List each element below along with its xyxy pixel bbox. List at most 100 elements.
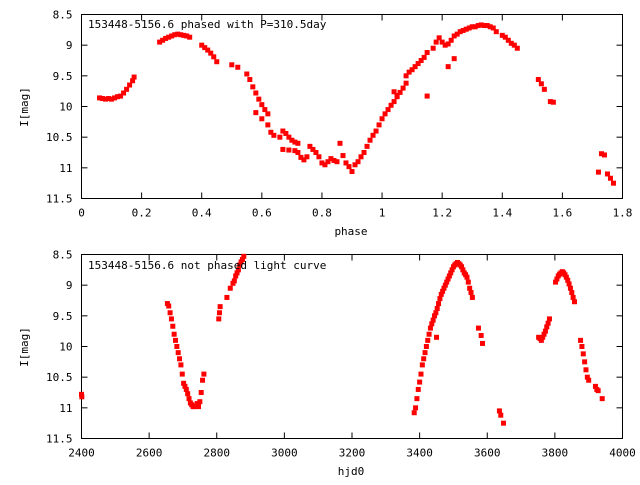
phased-data-point (334, 159, 340, 165)
phased-data-point (163, 35, 169, 41)
unphased-data-point (201, 371, 207, 377)
phased-data-point (472, 24, 478, 30)
unphased-data-point (459, 264, 465, 270)
phased-data-point (301, 157, 307, 163)
unphased-data-point (430, 317, 436, 323)
unphased-data-point (460, 267, 466, 273)
unphased-data-point (429, 321, 435, 327)
phased-data-point (259, 102, 265, 108)
phased-data-point (286, 134, 292, 140)
phased-data-point (493, 29, 499, 35)
unphased-data-point (449, 267, 455, 273)
phased-data-point (439, 39, 445, 45)
unphased-data-point (475, 325, 481, 331)
phased-data-point (280, 128, 286, 134)
unphased-data-point (582, 359, 588, 365)
phased-x-tick-label: 1.8 (613, 207, 633, 220)
phased-data-point (595, 169, 601, 175)
unphased-data-point (166, 303, 172, 309)
phased-data-point (205, 47, 211, 53)
phased-x-tick-label: 0.4 (192, 207, 212, 220)
phased-x-tick-label: 0 (78, 207, 85, 220)
unphased-data-point (168, 316, 174, 322)
phased-data-point (319, 160, 325, 166)
phased-data-point (424, 93, 430, 99)
unphased-data-point (234, 270, 240, 276)
unphased-data-point (583, 367, 589, 373)
phased-data-point (166, 34, 172, 40)
phased-x-tick-label: 0.6 (252, 207, 272, 220)
phased-data-point (253, 90, 259, 96)
phased-data-point (415, 61, 421, 67)
phased-data-point (430, 45, 436, 51)
unphased-data-point (411, 410, 417, 416)
unphased-data-point (496, 408, 502, 414)
phased-data-point (457, 29, 463, 35)
phased-data-point (601, 152, 607, 158)
phased-light-curve-panel: 0 0.2 0.4 0.6 0.8 1 1.2 1.4 1.6 1.8 8.5 9 9.5 10 10.5 1… (18, 9, 632, 239)
phased-data-point (310, 146, 316, 152)
unphased-data-point (423, 344, 429, 349)
phased-data-point (160, 37, 166, 43)
phased-data-point (436, 35, 442, 41)
unphased-data-point (426, 331, 432, 337)
phased-data-point (547, 99, 553, 105)
phased-data-point (475, 23, 481, 29)
phased-data-point (229, 62, 235, 68)
phased-data-point (112, 95, 118, 101)
unphased-data-point (233, 273, 239, 279)
phased-data-point (199, 42, 205, 48)
unphased-data-point (175, 350, 181, 356)
unphased-data-point (554, 276, 560, 282)
unphased-data-point (194, 401, 200, 407)
unphased-data-point (570, 294, 576, 300)
phased-data-point (388, 102, 394, 108)
unphased-data-point (448, 270, 454, 276)
phased-data-point (460, 27, 466, 33)
phased-data-point (271, 132, 277, 138)
phased-data-point (397, 89, 403, 95)
unphased-data-point (182, 383, 188, 389)
unphased-data-point (566, 281, 572, 287)
unphased-data-point (79, 394, 85, 400)
phased-data-point (364, 143, 370, 149)
phased-data-point (469, 24, 475, 30)
phased-data-point (385, 107, 391, 113)
phased-data-point (262, 107, 268, 113)
unphased-chart-title: 153448-5156.6 not phased light curve (88, 259, 326, 272)
unphased-y-tick-label: 9 (66, 279, 73, 292)
phased-data-point (403, 80, 409, 86)
unphased-light-curve-panel: 2400 2600 2800 3000 3200 3400 3600 3800 4000 8.5 9… (18, 249, 636, 479)
phased-data-point (97, 95, 103, 101)
unphased-data-point (417, 379, 423, 385)
phased-data-point (466, 25, 472, 31)
phased-data-point (178, 32, 184, 38)
unphased-x-tick-label: 2600 (136, 447, 163, 460)
phased-y-tick-label: 8.5 (53, 9, 73, 22)
phased-data-point (235, 64, 241, 70)
unphased-data-point (421, 356, 427, 362)
unphased-data-point (171, 331, 177, 337)
phased-data-point (295, 140, 301, 146)
phased-data-point (328, 156, 334, 162)
phased-data-point (358, 154, 364, 160)
phased-data-point (175, 31, 181, 37)
phased-data-point (511, 42, 517, 48)
unphased-data-point (419, 362, 425, 368)
unphased-data-point (567, 285, 573, 291)
phased-y-tick-label: 10.5 (46, 131, 73, 144)
unphased-data-point (599, 396, 605, 402)
unphased-data-point (185, 391, 191, 397)
unphased-data-point (595, 388, 601, 394)
phased-data-point (292, 148, 298, 154)
unphased-data-point (172, 337, 178, 343)
phased-data-point (322, 162, 328, 168)
phased-data-point (478, 22, 484, 28)
unphased-data-point (241, 253, 247, 259)
phased-data-point (403, 73, 409, 79)
unphased-data-point (217, 304, 223, 310)
unphased-data-point (198, 390, 204, 395)
phased-data-point (394, 92, 400, 98)
phased-data-point (295, 150, 301, 155)
